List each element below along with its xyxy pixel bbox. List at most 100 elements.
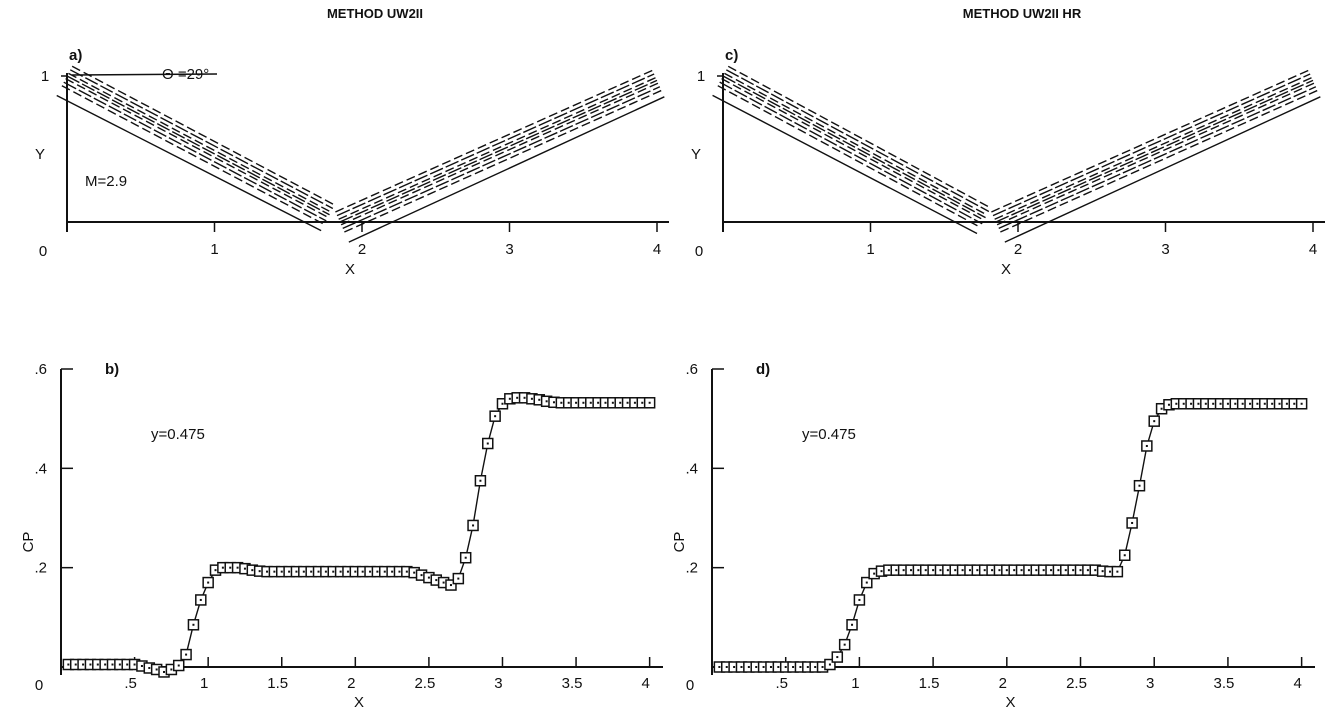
- data-point-center: [207, 581, 210, 584]
- data-point-center: [427, 576, 430, 579]
- contour-line-outer: [56, 94, 322, 232]
- data-point-center: [567, 401, 570, 404]
- data-point-center: [508, 397, 511, 400]
- data-point-center: [865, 581, 868, 584]
- data-point-center: [530, 397, 533, 400]
- x-tick-label: 3.5: [1213, 675, 1234, 692]
- y-tick-label: .4: [34, 460, 47, 477]
- data-point-center: [740, 666, 743, 668]
- y-tick-label: .6: [685, 361, 698, 378]
- y-axis-label: CP: [20, 532, 37, 553]
- data-point-center: [449, 584, 452, 587]
- contour-line-outer: [1004, 96, 1321, 243]
- data-point-center: [266, 570, 269, 573]
- y-position-annotation: y=0.475: [151, 426, 205, 443]
- contour-line: [342, 86, 661, 230]
- contour-line: [995, 79, 1314, 223]
- data-point-center: [398, 570, 401, 573]
- data-point-center: [932, 569, 935, 572]
- x-axis-label: X: [1001, 261, 1011, 278]
- data-point-center: [858, 598, 861, 601]
- data-point-center: [464, 556, 467, 559]
- x-tick-label: 2.5: [414, 675, 435, 692]
- data-point-center: [1197, 402, 1200, 405]
- data-point-center: [1249, 402, 1252, 405]
- data-point-center: [420, 574, 423, 577]
- data-point-center: [814, 666, 817, 668]
- data-point-center: [1234, 402, 1237, 405]
- x-axis-label: X: [345, 261, 355, 278]
- contour-line: [727, 65, 992, 209]
- data-point-center: [1027, 569, 1030, 572]
- shock-reflected: [335, 69, 665, 243]
- data-point-center: [442, 581, 445, 584]
- data-point-center: [236, 566, 239, 569]
- contour-line: [998, 86, 1317, 230]
- data-point-center: [954, 569, 957, 572]
- x-axis-label: X: [1005, 694, 1015, 711]
- y-tick-label: .2: [34, 560, 47, 577]
- data-point-center: [1035, 569, 1038, 572]
- data-point-center: [96, 663, 99, 666]
- data-point-center: [486, 442, 489, 445]
- contour-line: [63, 81, 327, 222]
- data-point-center: [769, 666, 772, 668]
- contour-line-outer: [712, 94, 978, 235]
- x-tick-label: 1.5: [267, 675, 288, 692]
- contour-line: [340, 82, 659, 226]
- contour-line: [1000, 89, 1318, 233]
- data-point-center: [836, 656, 839, 659]
- data-point-center: [1226, 402, 1229, 405]
- data-point-center: [435, 579, 438, 582]
- x-tick-label: 1: [200, 675, 208, 692]
- data-point-center: [880, 570, 883, 573]
- data-point-center: [843, 643, 846, 646]
- panel-label: d): [756, 361, 770, 378]
- contour-line: [996, 82, 1315, 226]
- contour-line: [66, 75, 330, 216]
- data-point-center: [1204, 402, 1207, 405]
- y-axis-label: CP: [671, 532, 688, 553]
- data-point-center: [538, 398, 541, 401]
- cp-series-line: [719, 403, 1302, 668]
- data-point-center: [762, 666, 765, 668]
- contour-line: [719, 81, 983, 225]
- contour-line: [344, 89, 662, 233]
- data-point-center: [229, 566, 232, 569]
- data-point-center: [910, 569, 912, 572]
- data-point-center: [133, 663, 136, 666]
- data-point-center: [192, 623, 195, 626]
- contour-line: [65, 78, 329, 218]
- contour-line: [717, 85, 981, 228]
- data-point-center: [177, 664, 180, 667]
- data-point-center: [1072, 569, 1075, 572]
- x-tick-label: 0: [695, 243, 703, 260]
- data-point-center: [1160, 407, 1163, 410]
- data-point-center: [140, 665, 143, 668]
- data-point-center: [1057, 569, 1060, 572]
- data-point-center: [1145, 444, 1148, 447]
- data-point-center: [939, 569, 942, 572]
- cp-markers: [62, 392, 656, 678]
- data-point-center: [82, 663, 85, 666]
- y-axis-label: Y: [35, 146, 45, 163]
- data-point-center: [258, 570, 261, 573]
- x-tick-label: 4: [653, 241, 661, 258]
- data-point-center: [976, 569, 979, 572]
- data-point-center: [295, 570, 298, 573]
- data-point-center: [733, 666, 736, 668]
- data-point-center: [1263, 402, 1266, 405]
- data-point-center: [369, 570, 372, 573]
- data-point-center: [199, 598, 202, 601]
- contour-line: [69, 69, 334, 210]
- data-point-center: [383, 570, 386, 573]
- x-tick-label: 4: [1293, 675, 1301, 692]
- data-point-center: [185, 653, 188, 656]
- data-point-center: [346, 570, 349, 573]
- data-point-center: [641, 401, 644, 404]
- contour-line-outer: [348, 96, 665, 243]
- title-left: METHOD UW2II: [327, 6, 423, 21]
- chart-panel-b: .2 .4 .6 .5 1 1.5 2 2.5 3 3.5 4 0 X CP b) y=0.475: [20, 361, 663, 711]
- x-tick-label: 1: [866, 241, 874, 258]
- data-point-center: [1167, 403, 1170, 406]
